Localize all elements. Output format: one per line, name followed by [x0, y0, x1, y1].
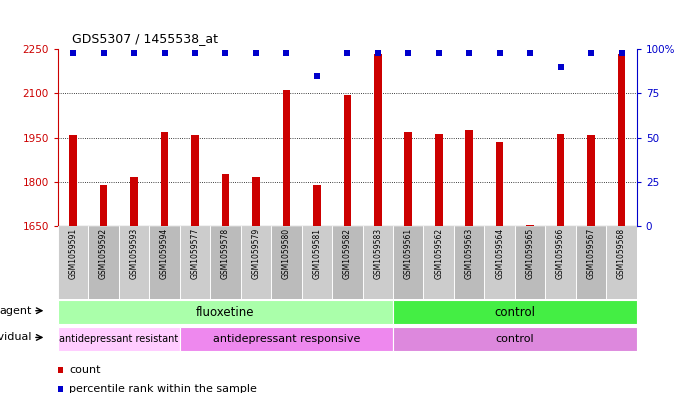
Bar [545, 226, 576, 299]
Bar [69, 134, 77, 226]
Bar [405, 132, 412, 226]
Text: GSM1059577: GSM1059577 [191, 228, 200, 279]
Text: GSM1059592: GSM1059592 [99, 228, 108, 279]
Text: GSM1059567: GSM1059567 [586, 228, 596, 279]
Bar [484, 226, 515, 299]
Bar [313, 185, 321, 226]
Text: GSM1059580: GSM1059580 [282, 228, 291, 279]
Bar [496, 142, 503, 226]
Text: fluoxetine: fluoxetine [196, 305, 255, 319]
Bar [100, 185, 108, 226]
Bar [191, 135, 199, 226]
Text: control: control [496, 334, 534, 344]
Bar [252, 177, 259, 226]
Bar [465, 130, 473, 226]
Bar [149, 226, 180, 299]
Bar [526, 225, 534, 226]
Bar [587, 134, 595, 226]
Text: count: count [69, 365, 101, 375]
Bar [58, 327, 180, 351]
Bar [130, 177, 138, 226]
Text: GDS5307 / 1455538_at: GDS5307 / 1455538_at [72, 32, 217, 45]
Bar [89, 226, 118, 299]
Bar [454, 226, 484, 299]
Bar [58, 226, 89, 299]
Text: GSM1059593: GSM1059593 [129, 228, 138, 279]
Bar [393, 226, 424, 299]
Bar [332, 226, 362, 299]
Text: GSM1059565: GSM1059565 [526, 228, 535, 279]
Bar [221, 174, 229, 226]
Bar [302, 226, 332, 299]
Text: GSM1059579: GSM1059579 [251, 228, 260, 279]
Bar [362, 226, 393, 299]
Bar [435, 134, 443, 226]
Text: GSM1059594: GSM1059594 [160, 228, 169, 279]
Text: GSM1059566: GSM1059566 [556, 228, 565, 279]
Text: GSM1059561: GSM1059561 [404, 228, 413, 279]
Bar [557, 134, 565, 226]
Text: antidepressant responsive: antidepressant responsive [212, 334, 360, 344]
Bar [210, 226, 240, 299]
Bar [283, 90, 290, 226]
Bar [240, 226, 271, 299]
Bar [118, 226, 149, 299]
Bar [515, 226, 545, 299]
Bar [606, 226, 637, 299]
Text: GSM1059583: GSM1059583 [373, 228, 382, 279]
Text: individual: individual [0, 332, 32, 342]
Text: GSM1059568: GSM1059568 [617, 228, 626, 279]
Text: GSM1059564: GSM1059564 [495, 228, 504, 279]
Text: GSM1059581: GSM1059581 [313, 228, 321, 279]
Bar [374, 53, 381, 226]
Text: GSM1059562: GSM1059562 [434, 228, 443, 279]
Text: antidepressant resistant: antidepressant resistant [59, 334, 178, 344]
Text: control: control [494, 305, 535, 319]
Text: GSM1059591: GSM1059591 [69, 228, 78, 279]
Text: GSM1059563: GSM1059563 [464, 228, 474, 279]
Text: GSM1059578: GSM1059578 [221, 228, 230, 279]
Bar [271, 226, 302, 299]
Bar [343, 95, 351, 226]
Text: agent: agent [0, 306, 32, 316]
Text: percentile rank within the sample: percentile rank within the sample [69, 384, 257, 393]
Bar [618, 53, 625, 226]
Bar [393, 300, 637, 324]
Bar [180, 327, 393, 351]
Bar [393, 327, 637, 351]
Bar [576, 226, 606, 299]
Bar [58, 300, 393, 324]
Bar [161, 132, 168, 226]
Bar [180, 226, 210, 299]
Text: GSM1059582: GSM1059582 [343, 228, 352, 279]
Bar [424, 226, 454, 299]
